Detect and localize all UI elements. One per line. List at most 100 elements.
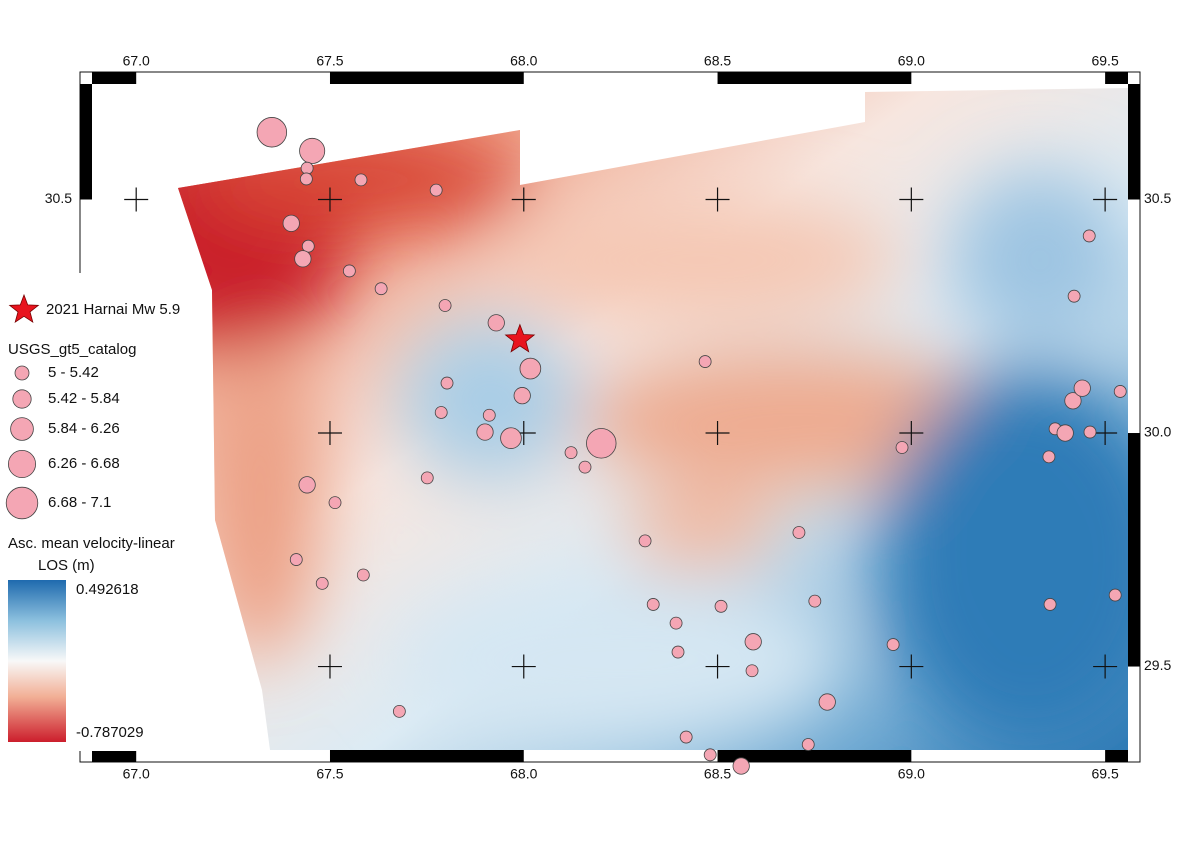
earthquake [679, 730, 693, 744]
earthquake [1082, 229, 1096, 243]
frame-bar [80, 84, 92, 200]
earthquake [438, 299, 452, 312]
frame-bar [1105, 72, 1128, 84]
colorbar-max-label: 0.492618 [76, 581, 139, 598]
earthquake [578, 460, 592, 474]
earthquake [299, 137, 326, 164]
colorbar [8, 580, 66, 742]
earthquake [638, 534, 652, 548]
graticule-cross [899, 421, 924, 446]
x-tick-label: 68.5 [704, 766, 731, 782]
earthquake [482, 408, 496, 422]
graticule-cross [317, 187, 342, 212]
y-tick-label: 30.5 [1144, 190, 1171, 206]
legend-star [8, 293, 40, 324]
earthquake [732, 757, 750, 775]
earthquake [513, 387, 531, 405]
x-tick-label: 68.0 [510, 766, 537, 782]
colorbar-unit: LOS (m) [38, 557, 95, 574]
x-tick-label: 68.5 [704, 53, 731, 69]
earthquake [714, 599, 728, 613]
graticule-cross [317, 421, 342, 446]
legend-label: 5.84 - 6.26 [48, 420, 120, 437]
frame-bar [329, 72, 524, 84]
legend-label: 6.68 - 7.1 [48, 494, 111, 511]
earthquake [1113, 385, 1127, 398]
graticule-cross [899, 654, 924, 679]
frame-bar [92, 72, 137, 84]
graticule-cross [705, 187, 730, 212]
frame-bar [717, 750, 912, 762]
earthquake [564, 446, 578, 460]
earthquake [392, 704, 406, 718]
x-tick-label: 67.5 [316, 766, 343, 782]
mainshock [504, 323, 536, 353]
earthquake [1067, 289, 1081, 303]
legend-symbol [10, 417, 34, 441]
earthquake [429, 183, 443, 197]
frame-bar [1105, 750, 1128, 762]
x-tick-label: 67.0 [123, 53, 150, 69]
earthquake [356, 568, 370, 582]
x-tick-label: 67.5 [316, 53, 343, 69]
x-tick-label: 69.5 [1091, 766, 1118, 782]
earthquake [500, 427, 522, 449]
graticule-cross [317, 654, 342, 679]
y-tick-label: 30.0 [1144, 424, 1171, 440]
earthquake [328, 496, 342, 510]
legend-symbol [12, 389, 32, 409]
earthquake [294, 250, 312, 268]
earthquake [646, 598, 660, 611]
earthquake [671, 645, 685, 659]
earthquake [374, 282, 388, 296]
legend: 2021 Harnai Mw 5.9 USGS_gt5_catalog Asc.… [5, 293, 180, 742]
graticule-cross [1093, 421, 1118, 446]
graticule-cross [511, 654, 536, 679]
x-tick-label: 69.0 [898, 766, 925, 782]
frame-bar [1128, 84, 1140, 200]
earthquake [1108, 588, 1122, 602]
earthquake [586, 428, 617, 459]
earthquake [1042, 450, 1056, 464]
frame-bar [329, 750, 524, 762]
graticule: 67.0 67.0 67.5 67.5 68.0 68.0 68.5 68.5 69.0 69.0… [45, 53, 1172, 782]
graticule-cross [511, 187, 536, 212]
earthquake [282, 214, 300, 232]
earthquake [434, 406, 448, 419]
earthquake [703, 748, 717, 762]
earthquake [1083, 425, 1097, 439]
earthquake [886, 638, 900, 651]
earthquake [298, 476, 316, 494]
colorbar-title: Asc. mean velocity-linear [8, 535, 175, 552]
earthquake [744, 633, 762, 651]
graticule-cross [1093, 187, 1118, 212]
frame-bar [1128, 433, 1140, 667]
earthquake [300, 161, 314, 175]
frame-bar [92, 750, 137, 762]
earthquake [669, 616, 683, 630]
colorbar-min-label: -0.787029 [76, 724, 144, 741]
earthquake [1056, 424, 1074, 442]
legend-catalog-title: USGS_gt5_catalog [8, 341, 136, 358]
earthquake [698, 355, 712, 368]
earthquake [1043, 598, 1057, 611]
frame-bar [717, 72, 912, 84]
graticule-cross [705, 654, 730, 679]
earthquake [299, 172, 313, 186]
legend-label: 6.26 - 6.68 [48, 455, 120, 472]
x-tick-label: 69.5 [1091, 53, 1118, 69]
legend-label: 5 - 5.42 [48, 364, 99, 381]
legend-symbol [5, 486, 39, 520]
x-tick-label: 68.0 [510, 53, 537, 69]
y-tick-label: 29.5 [1144, 657, 1171, 673]
earthquake [808, 594, 822, 608]
frame-bars [80, 72, 1140, 762]
earthquake [895, 441, 909, 454]
earthquake [342, 264, 356, 278]
graticule-cross [899, 187, 924, 212]
graticule-cross [124, 187, 149, 212]
graticule-cross [705, 421, 730, 446]
legend-mainshock-label: 2021 Harnai Mw 5.9 [46, 301, 180, 318]
